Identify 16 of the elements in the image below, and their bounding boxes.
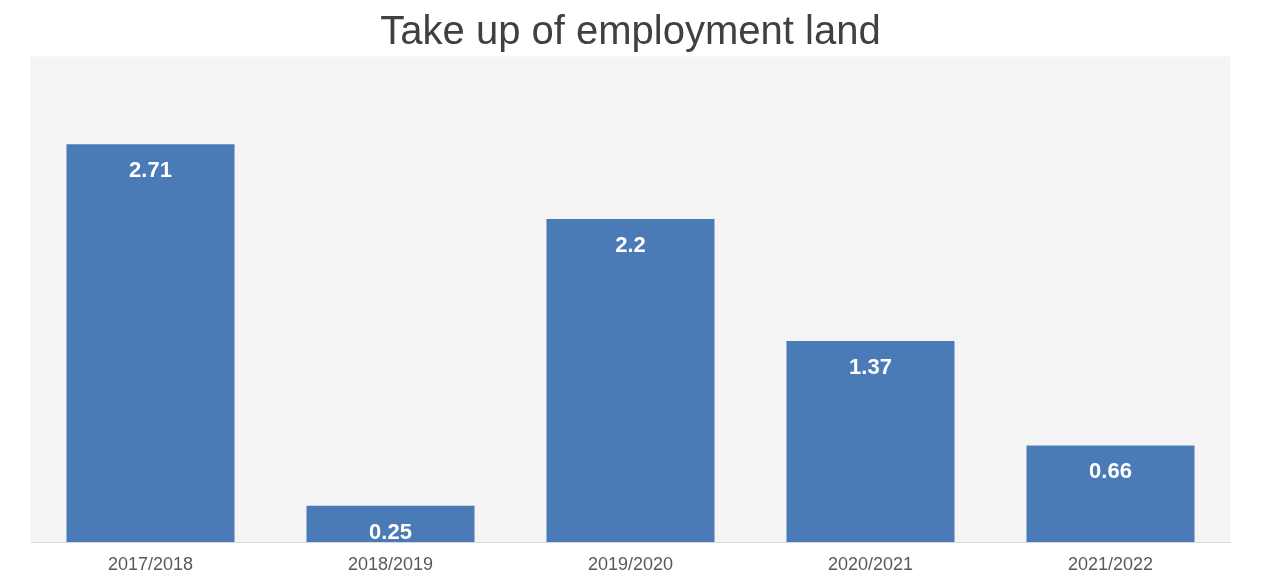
x-tick-label: 2020/2021 — [827, 553, 914, 574]
data-label: 1.37 — [849, 354, 892, 380]
data-label: 2.71 — [129, 157, 172, 183]
bar — [1026, 445, 1195, 543]
chart-title: Take up of employment land — [380, 7, 881, 52]
x-tick-label: 2018/2019 — [347, 553, 434, 574]
bar — [546, 219, 715, 543]
data-label: 0.66 — [1089, 458, 1132, 484]
x-tick-label: 2017/2018 — [107, 553, 194, 574]
x-tick-label: 2019/2020 — [587, 553, 674, 574]
data-label: 2.2 — [615, 232, 646, 258]
bar — [786, 341, 955, 543]
data-label: 0.25 — [369, 518, 412, 544]
bar — [306, 505, 475, 543]
x-tick-label: 2021/2022 — [1067, 553, 1154, 574]
bar — [66, 144, 235, 543]
